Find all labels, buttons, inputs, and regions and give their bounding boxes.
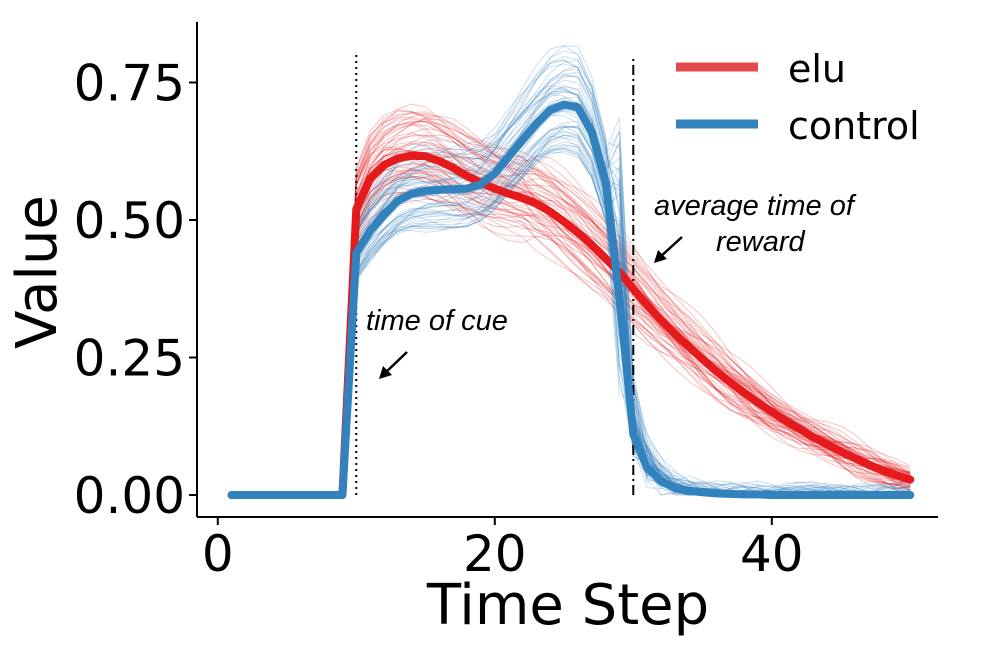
cue-arrow-shaft (383, 351, 408, 375)
x-axis-ticks: 0 20 40 (202, 517, 804, 583)
y-tick-label: 0.00 (74, 467, 185, 525)
legend-label-elu: elu (788, 47, 846, 91)
legend-label-control: control (788, 104, 920, 148)
legend: elu control (676, 47, 920, 148)
x-tick-label: 40 (740, 525, 804, 583)
y-axis-ticks: 0.00 0.25 0.50 0.75 (74, 55, 197, 525)
reward-annotation-line-1: average time of (654, 190, 857, 222)
series-line-control (227, 100, 915, 499)
y-tick-label: 0.25 (74, 330, 185, 388)
cue-annotation-text: time of cue (366, 305, 508, 337)
y-axis-title: Value (5, 195, 70, 349)
annotation-average-time-of-reward: average time of reward (654, 190, 857, 263)
y-tick-label: 0.50 (74, 192, 185, 250)
y-tick-label: 0.75 (74, 55, 185, 113)
x-tick-label: 20 (463, 525, 527, 583)
event-lines (355, 55, 635, 495)
reward-arrow-shaft (658, 236, 683, 259)
reward-annotation-line-2: reward (716, 226, 806, 258)
x-axis-title: Time Step (426, 573, 709, 638)
reward-arrow-head (654, 250, 667, 263)
x-tick-label: 0 (202, 525, 234, 583)
annotation-time-of-cue: time of cue (366, 305, 508, 379)
cue-arrow-head (379, 366, 392, 379)
